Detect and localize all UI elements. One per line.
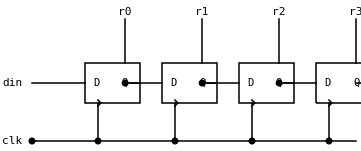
Circle shape (172, 138, 178, 144)
Circle shape (95, 138, 101, 144)
Text: r3: r3 (349, 7, 361, 17)
Bar (316, 63, 361, 103)
Text: D: D (324, 78, 330, 88)
Text: din: din (2, 78, 22, 88)
Circle shape (326, 138, 332, 144)
Text: D: D (247, 78, 253, 88)
Circle shape (122, 80, 128, 86)
Circle shape (249, 138, 255, 144)
Text: Q: Q (122, 78, 128, 88)
Text: clk: clk (2, 136, 22, 146)
Text: Q: Q (199, 78, 205, 88)
Circle shape (277, 80, 282, 86)
Bar (239, 63, 294, 103)
Bar (162, 63, 217, 103)
Text: r0: r0 (118, 7, 132, 17)
Text: D: D (93, 78, 99, 88)
Text: D: D (170, 78, 176, 88)
Bar (85, 63, 140, 103)
Text: r2: r2 (273, 7, 286, 17)
Circle shape (199, 80, 205, 86)
Text: Q: Q (276, 78, 282, 88)
Text: Q: Q (353, 78, 359, 88)
Text: r1: r1 (195, 7, 209, 17)
Circle shape (29, 138, 35, 144)
